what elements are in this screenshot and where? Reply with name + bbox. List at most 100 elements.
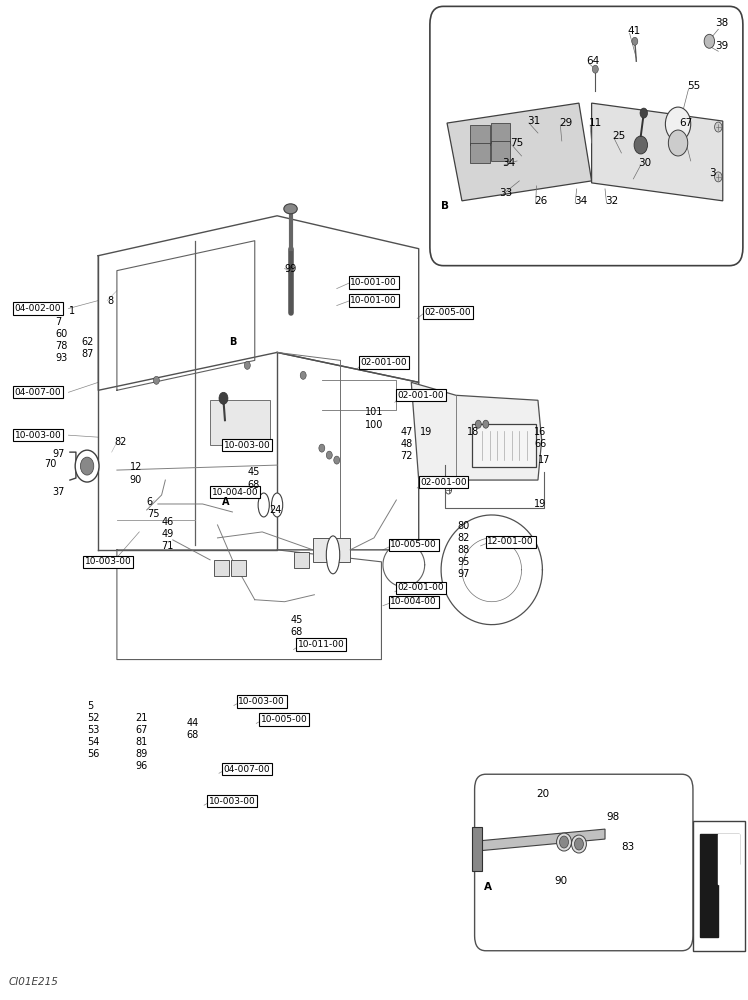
- Text: 02-001-00: 02-001-00: [398, 583, 444, 592]
- Text: 96: 96: [135, 761, 148, 771]
- Polygon shape: [473, 827, 482, 871]
- Text: 32: 32: [605, 196, 619, 206]
- Circle shape: [75, 450, 99, 482]
- Bar: [210, 400, 270, 445]
- Polygon shape: [592, 103, 723, 201]
- Text: 30: 30: [639, 158, 652, 168]
- Text: 82: 82: [114, 437, 127, 447]
- Text: A: A: [222, 497, 230, 507]
- Text: 8: 8: [107, 296, 114, 306]
- Text: 18: 18: [468, 427, 479, 437]
- Circle shape: [446, 486, 452, 494]
- Text: 38: 38: [715, 18, 729, 28]
- Text: 52: 52: [87, 713, 99, 723]
- Text: 02-001-00: 02-001-00: [398, 391, 444, 400]
- Text: 98: 98: [607, 812, 620, 822]
- Text: 02-005-00: 02-005-00: [425, 308, 471, 317]
- Text: 02-001-00: 02-001-00: [361, 358, 407, 367]
- Text: 68: 68: [248, 480, 260, 490]
- Text: 101: 101: [365, 407, 384, 417]
- Text: 10-011-00: 10-011-00: [298, 640, 345, 649]
- Bar: [294, 552, 309, 568]
- Text: 41: 41: [628, 26, 640, 36]
- Text: 16: 16: [534, 427, 547, 437]
- Bar: [470, 143, 489, 163]
- Text: 10-001-00: 10-001-00: [350, 296, 397, 305]
- Polygon shape: [447, 103, 592, 201]
- Text: 6: 6: [147, 497, 153, 507]
- Text: 71: 71: [162, 541, 174, 551]
- Circle shape: [319, 444, 325, 452]
- Text: 31: 31: [527, 116, 540, 126]
- Circle shape: [475, 420, 481, 428]
- Bar: [313, 538, 350, 562]
- Text: 95: 95: [458, 557, 470, 567]
- Circle shape: [634, 136, 648, 154]
- Text: 100: 100: [365, 420, 384, 430]
- Bar: [491, 141, 510, 161]
- Ellipse shape: [272, 493, 283, 517]
- Circle shape: [80, 457, 94, 475]
- Text: 93: 93: [55, 353, 67, 363]
- Text: 68: 68: [186, 730, 198, 740]
- Text: 10-003-00: 10-003-00: [239, 697, 285, 706]
- Polygon shape: [700, 834, 739, 937]
- Text: 90: 90: [129, 475, 142, 485]
- Text: 97: 97: [458, 569, 470, 579]
- Circle shape: [632, 37, 638, 45]
- Text: 10-004-00: 10-004-00: [390, 597, 437, 606]
- Text: 02-001-00: 02-001-00: [420, 478, 467, 487]
- Text: 19: 19: [534, 499, 547, 509]
- Text: 10-005-00: 10-005-00: [390, 540, 437, 549]
- Bar: [231, 560, 246, 576]
- Text: 7: 7: [55, 317, 61, 327]
- Text: 64: 64: [586, 56, 600, 66]
- Circle shape: [640, 108, 648, 118]
- Text: 29: 29: [559, 118, 572, 128]
- Text: 89: 89: [135, 749, 148, 759]
- Text: 45: 45: [248, 467, 260, 477]
- Text: 49: 49: [162, 529, 174, 539]
- Circle shape: [560, 836, 568, 848]
- FancyBboxPatch shape: [474, 774, 693, 951]
- Text: 70: 70: [45, 459, 57, 469]
- Text: 48: 48: [400, 439, 412, 449]
- Text: 25: 25: [613, 131, 626, 141]
- Text: 45: 45: [290, 615, 303, 625]
- Text: 12-001-00: 12-001-00: [487, 537, 534, 546]
- Text: 11: 11: [589, 118, 602, 128]
- Text: 24: 24: [270, 505, 282, 515]
- Text: 87: 87: [82, 349, 94, 359]
- Circle shape: [704, 34, 714, 48]
- Text: 34: 34: [502, 158, 515, 168]
- Text: 90: 90: [554, 876, 568, 886]
- Circle shape: [482, 420, 488, 428]
- Text: A: A: [484, 882, 492, 892]
- Bar: [470, 125, 489, 145]
- Text: 60: 60: [55, 329, 67, 339]
- Text: 10-003-00: 10-003-00: [85, 557, 132, 566]
- Text: 37: 37: [52, 487, 64, 497]
- Text: 10-003-00: 10-003-00: [15, 431, 61, 440]
- Bar: [693, 821, 745, 951]
- Text: 67: 67: [679, 118, 693, 128]
- Text: B: B: [441, 201, 449, 211]
- Ellipse shape: [571, 835, 586, 853]
- Text: 04-007-00: 04-007-00: [224, 765, 270, 774]
- Text: 75: 75: [509, 138, 523, 148]
- Circle shape: [714, 172, 722, 182]
- Text: 75: 75: [147, 509, 159, 519]
- Text: 20: 20: [536, 789, 550, 799]
- Text: 55: 55: [687, 81, 700, 91]
- Text: 67: 67: [135, 725, 148, 735]
- Text: 10-001-00: 10-001-00: [350, 278, 397, 287]
- Text: 47: 47: [400, 427, 412, 437]
- Ellipse shape: [326, 536, 340, 574]
- Text: 88: 88: [458, 545, 470, 555]
- Circle shape: [219, 392, 228, 404]
- Text: 10-004-00: 10-004-00: [212, 488, 258, 497]
- Circle shape: [714, 122, 722, 132]
- Text: 53: 53: [87, 725, 99, 735]
- Ellipse shape: [283, 204, 297, 214]
- Circle shape: [334, 456, 340, 464]
